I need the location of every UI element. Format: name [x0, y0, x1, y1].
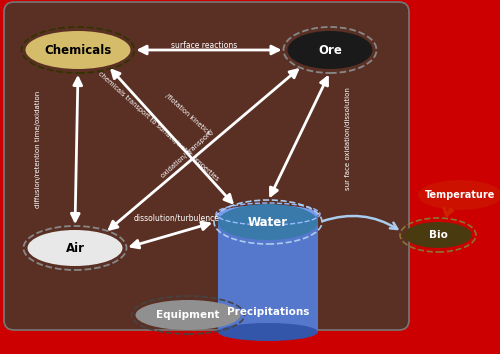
Text: chemicals transport to surface/water properties: chemicals transport to surface/water pro… — [96, 70, 220, 182]
Ellipse shape — [418, 180, 500, 210]
Ellipse shape — [218, 204, 318, 240]
Ellipse shape — [404, 222, 472, 248]
Text: Precipitations: Precipitations — [227, 307, 309, 317]
Text: Bio: Bio — [428, 230, 448, 240]
Text: Chemicals: Chemicals — [44, 44, 112, 57]
Ellipse shape — [26, 31, 130, 69]
Text: /flotation kinetics: /flotation kinetics — [164, 92, 212, 136]
Text: Temperature: Temperature — [425, 190, 495, 200]
FancyBboxPatch shape — [4, 2, 409, 330]
Text: sur face oxidation/dissolution: sur face oxidation/dissolution — [345, 87, 351, 190]
Text: Equipment: Equipment — [156, 310, 220, 320]
Text: Ore: Ore — [318, 44, 342, 57]
Ellipse shape — [218, 323, 318, 341]
Text: diffusion/retention time/oxidation: diffusion/retention time/oxidation — [35, 90, 41, 208]
Text: Air: Air — [66, 241, 84, 255]
Ellipse shape — [288, 31, 372, 69]
Ellipse shape — [28, 230, 122, 266]
Bar — [218, 214, 318, 332]
Text: Water: Water — [248, 216, 288, 228]
Text: dissolution/turbulence: dissolution/turbulence — [134, 213, 220, 223]
Ellipse shape — [218, 205, 318, 223]
Text: oxidation/ transport/: oxidation/ transport/ — [160, 129, 215, 179]
Text: surface reactions: surface reactions — [171, 41, 237, 51]
Ellipse shape — [136, 300, 240, 330]
